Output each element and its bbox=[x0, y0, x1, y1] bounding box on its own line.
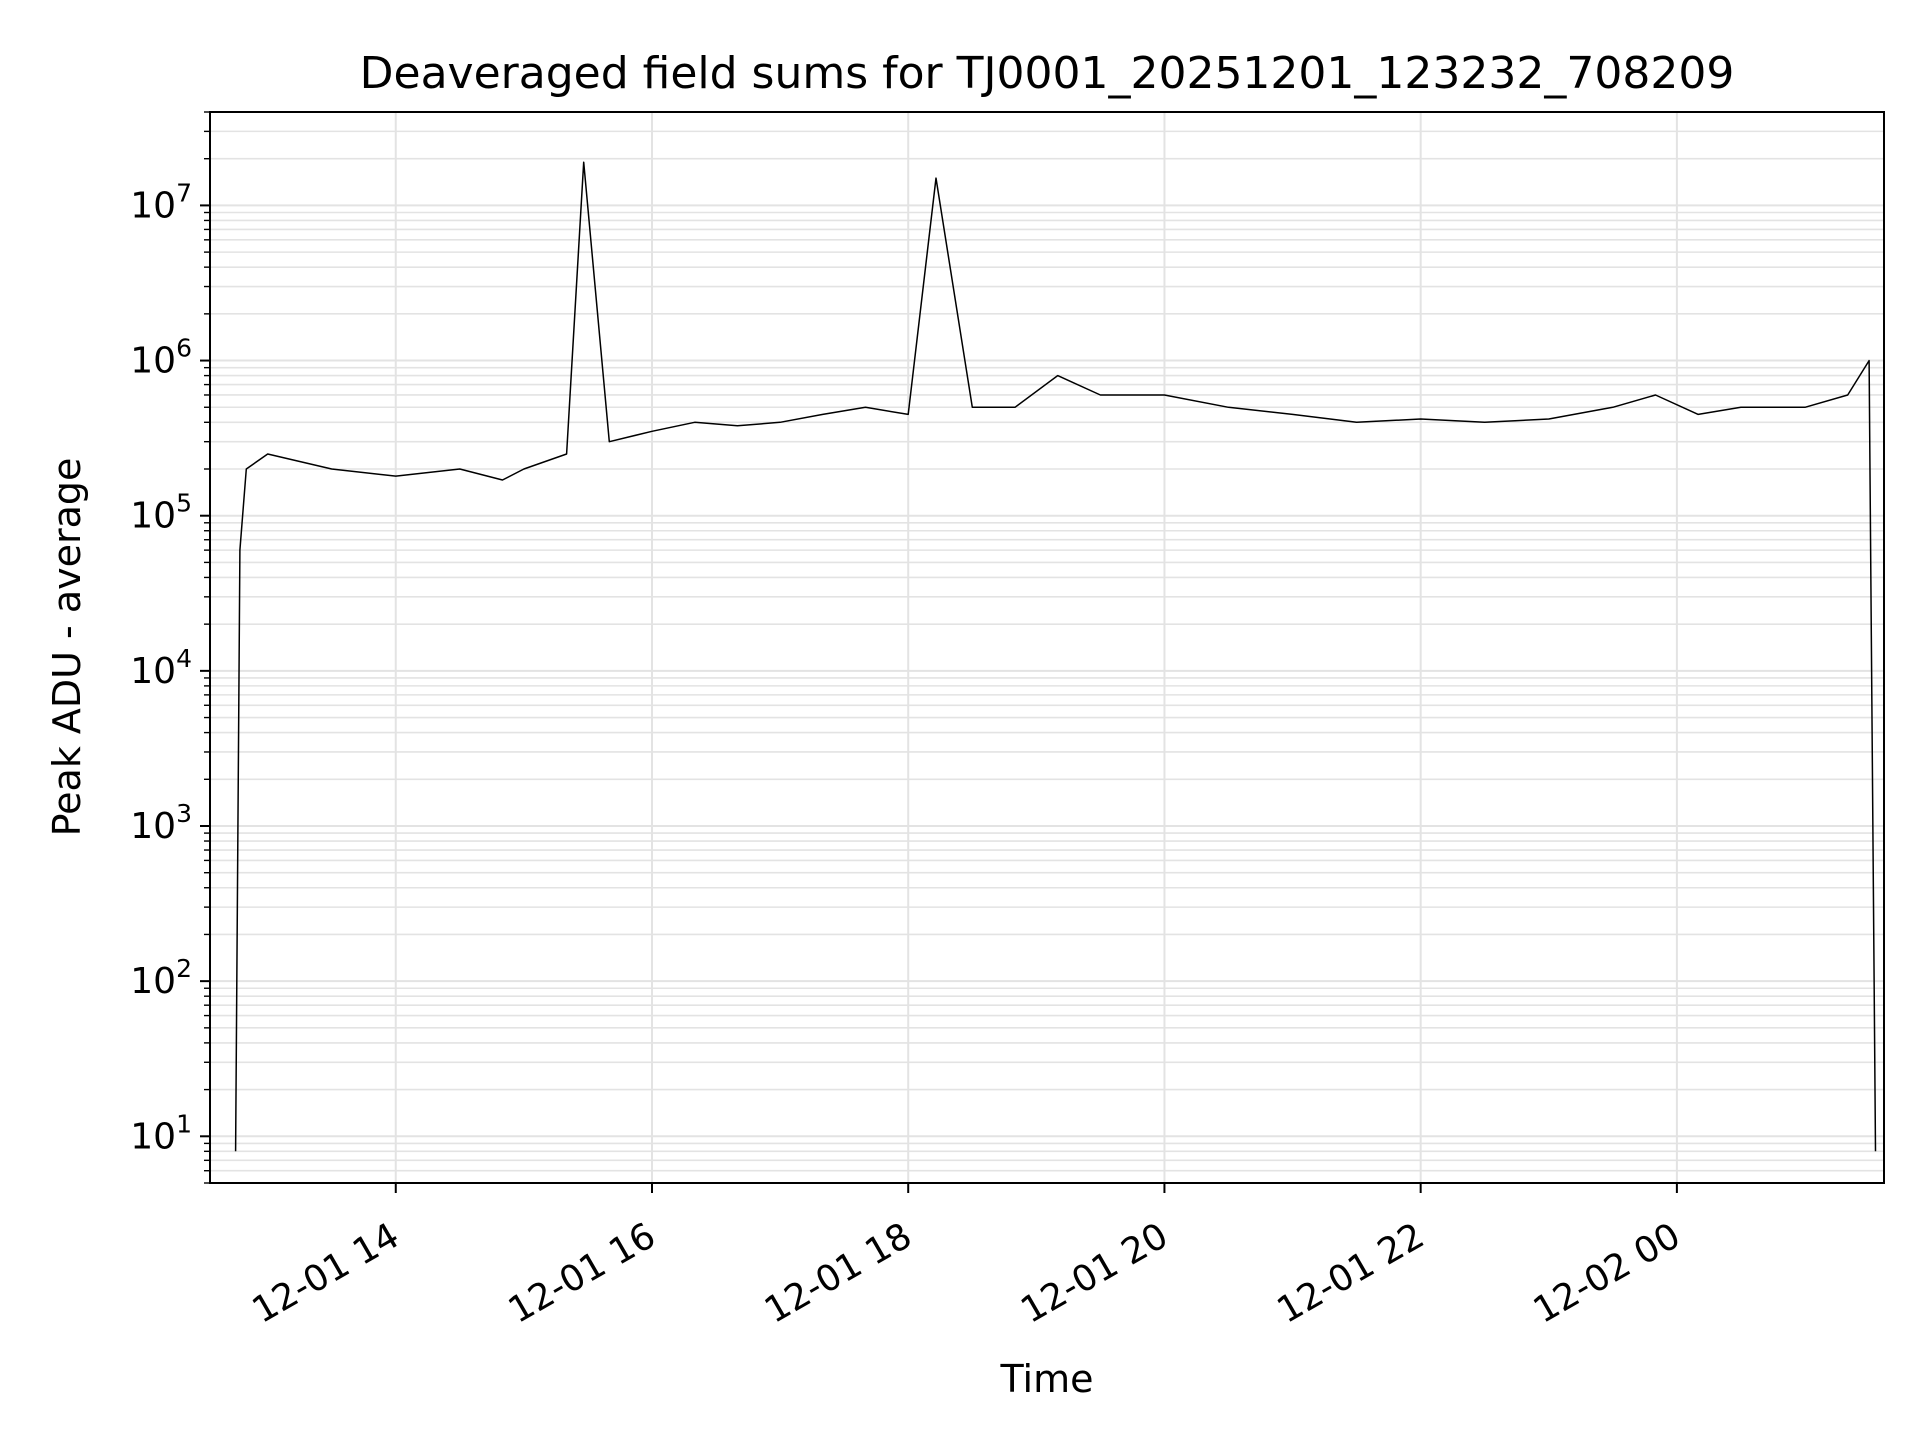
y-tick-label: 101 bbox=[130, 1109, 192, 1157]
chart-title: Deaveraged field sums for TJ0001_2025120… bbox=[360, 48, 1735, 99]
y-tick-label: 106 bbox=[130, 334, 192, 382]
y-tick-label: 102 bbox=[130, 954, 192, 1002]
plot-frame bbox=[209, 111, 1885, 1184]
y-tick-label: 105 bbox=[130, 489, 192, 537]
y-tick-label: 103 bbox=[130, 799, 192, 847]
grid-lines bbox=[210, 111, 1884, 1184]
x-axis-label: Time bbox=[1000, 1357, 1094, 1401]
y-tick-label: 107 bbox=[130, 178, 192, 226]
y-axis-label: Peak ADU - average bbox=[45, 458, 89, 837]
y-tick-label: 104 bbox=[130, 644, 192, 692]
plot-area bbox=[234, 161, 1877, 1152]
series-line bbox=[234, 161, 1877, 1152]
